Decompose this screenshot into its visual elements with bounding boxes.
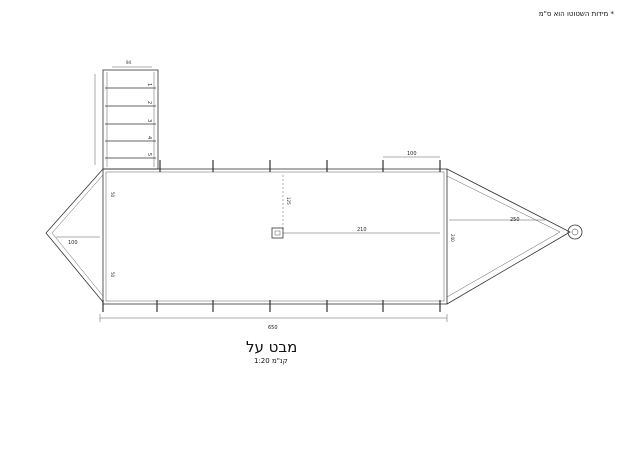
drawing-title: מבט על <box>246 338 298 356</box>
tow-hitch-ring <box>567 224 583 240</box>
dim-front-offset: 100 <box>68 240 78 246</box>
drawbar-inner <box>446 175 561 298</box>
dim-center-offset: 125 <box>286 197 291 205</box>
step-frame <box>102 69 159 170</box>
step-number-2: 2 <box>146 101 152 104</box>
tow-hitch-eye <box>571 228 579 236</box>
step-number-5: 5 <box>146 153 152 156</box>
trailer-body-inner <box>105 171 445 302</box>
step-number-1: 1 <box>146 83 152 86</box>
center-post <box>271 227 284 239</box>
dim-side-gap-bottom: 50 <box>110 272 115 278</box>
rear-taper-outline <box>45 168 104 303</box>
dim-step-width: 94 <box>126 60 132 65</box>
drawbar-outline <box>446 168 571 305</box>
trailer-body-outline <box>102 168 448 305</box>
units-note: * מידות השטוטו הוא ס"מ <box>538 10 614 18</box>
dim-body-width: 210 <box>357 227 367 233</box>
center-post-inner <box>274 230 281 236</box>
drawing-scale: קנ"מ 1:20 <box>254 357 288 365</box>
dim-top-span: 100 <box>407 151 417 157</box>
dim-drawbar: 250 <box>510 217 520 223</box>
rear-taper-inner <box>51 174 104 297</box>
dim-side-gap-top: 50 <box>110 192 115 198</box>
step-number-4: 4 <box>146 136 152 139</box>
dim-center-line: 240 <box>450 234 455 242</box>
dim-overall: 650 <box>268 325 278 331</box>
step-number-3: 3 <box>146 119 152 122</box>
